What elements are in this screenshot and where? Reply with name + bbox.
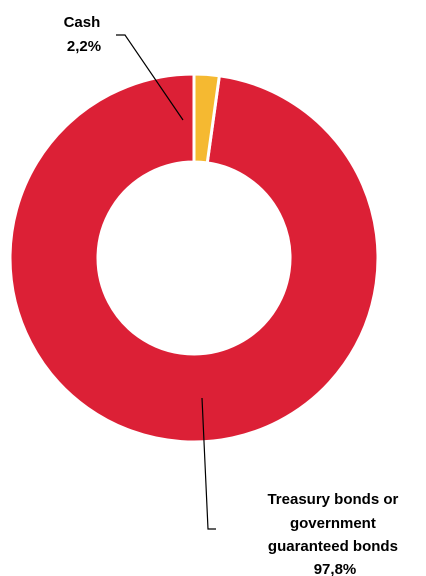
slice-treasury-bonds [8, 72, 380, 444]
donut-slices [8, 72, 380, 444]
slice-label-treasury: Treasury bonds or government guaranteed … [267, 491, 402, 576]
leader-line-treasury [201, 397, 216, 530]
slice-cash [192, 72, 222, 165]
slice-label-cash: Cash 2,2% [64, 14, 105, 55]
slice-label-treasury-line-3: guaranteed bonds [268, 538, 398, 555]
slice-value-treasury: 97,8% [314, 561, 357, 576]
slice-value-cash: 2,2% [67, 38, 101, 55]
slice-label-treasury-line-2: government [290, 515, 376, 532]
leader-line-cash [116, 34, 184, 121]
slice-label-treasury-line-1: Treasury bonds or [267, 491, 398, 508]
slice-label-cash-line-1: Cash [64, 14, 101, 31]
